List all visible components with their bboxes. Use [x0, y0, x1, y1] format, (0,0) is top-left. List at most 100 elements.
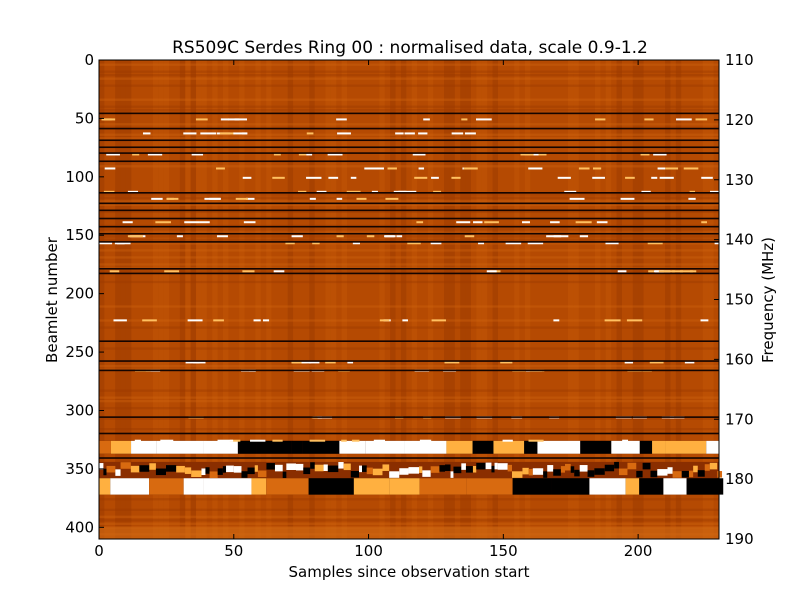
heatmap-speckle: [464, 132, 476, 135]
heatmap-speckle: [234, 118, 248, 121]
heatmap-speckle: [714, 242, 731, 245]
heatmap-speckle: [484, 221, 499, 224]
heatmap-cell: [642, 462, 651, 470]
heatmap-speckle: [104, 167, 116, 170]
heatmap-speckle: [657, 167, 666, 170]
heatmap-cell: [389, 478, 420, 495]
heatmap-speckle: [219, 132, 235, 135]
heatmap-cell: [209, 471, 218, 478]
heatmap-speckle: [463, 167, 478, 170]
heatmap-cell: [254, 465, 258, 472]
heatmap-row-texture: [99, 224, 719, 228]
heatmap-cell: [507, 464, 512, 472]
y-axis-label: Beamlet number: [43, 236, 61, 363]
heatmap-speckle: [461, 118, 468, 121]
heatmap-speckle: [384, 235, 395, 238]
heatmap-column-texture: [476, 60, 482, 539]
heatmap-cell: [237, 440, 257, 454]
heatmap-cell: [256, 440, 292, 454]
heatmap-cell: [466, 478, 513, 495]
heatmap-speckle: [262, 319, 270, 322]
heatmap-speckle: [520, 153, 534, 156]
heatmap-speckle: [622, 439, 629, 442]
heatmap-speckle: [308, 361, 320, 364]
heatmap-speckle: [184, 221, 200, 224]
y-tick-label: 350: [65, 460, 94, 478]
heatmap-speckle: [242, 270, 255, 273]
axis-ticks: 0 50 100 150 200 0 50 100 150 200 250 300 350 400 110 1…: [65, 51, 753, 560]
heatmap-row-texture: [99, 193, 719, 196]
heatmap-cell: [589, 478, 626, 495]
heatmap-row-texture: [99, 63, 719, 66]
heatmap-row-texture: [99, 326, 719, 329]
heatmap-cell: [551, 478, 590, 495]
heatmap-column-texture: [708, 60, 714, 539]
heatmap-speckle: [217, 439, 234, 442]
heatmap-speckle: [605, 242, 619, 245]
heatmap-speckle: [306, 176, 322, 179]
heatmap-row-texture: [99, 515, 719, 518]
heatmap-speckle: [243, 221, 256, 224]
heatmap-row-texture: [99, 508, 719, 511]
heatmap-column-texture: [266, 60, 272, 539]
heatmap-speckle: [113, 319, 127, 322]
heatmap-speckle: [550, 221, 560, 224]
heatmap-speckle: [653, 153, 667, 156]
heatmap-cell: [247, 467, 255, 475]
heatmap-row-texture: [99, 109, 719, 112]
heatmap-column-texture: [638, 60, 644, 539]
heatmap-speckle: [418, 132, 428, 135]
heatmap-speckle: [690, 270, 697, 273]
heatmap-cell: [650, 470, 658, 478]
heatmap-speckle: [651, 176, 658, 179]
heatmap-cell: [353, 478, 390, 495]
heatmap-speckle: [195, 118, 208, 121]
heatmap-speckle: [624, 361, 633, 364]
heatmap-cell: [106, 465, 116, 473]
heatmap-cell: [282, 471, 287, 479]
y-right-tick-label: 160: [725, 350, 754, 368]
heatmap-cell: [274, 464, 283, 472]
x-tick-label: 0: [94, 542, 104, 560]
heatmap-cell: [149, 478, 184, 495]
heatmap-row-texture: [99, 249, 719, 252]
heatmap-dark-row: [99, 127, 719, 130]
heatmap-dark-row: [99, 192, 719, 194]
heatmap-cell: [618, 468, 628, 476]
heatmap-row-texture: [99, 200, 719, 203]
heatmap-cell: [139, 465, 150, 472]
heatmap-cell: [176, 465, 185, 473]
heatmap-column-texture: [309, 60, 315, 539]
heatmap-row-texture: [99, 280, 719, 284]
heatmap-speckle: [404, 190, 417, 193]
heatmap-row-texture: [99, 203, 719, 207]
heatmap-row-texture: [99, 123, 719, 126]
chart-title: RS509C Serdes Ring 00 : normalised data,…: [172, 38, 648, 58]
heatmap-speckle: [679, 270, 693, 273]
heatmap-cell: [627, 462, 637, 470]
heatmap-dark-row: [99, 139, 719, 142]
heatmap-column-texture: [514, 60, 520, 539]
heatmap-speckle: [688, 197, 696, 200]
heatmap-cell: [672, 471, 682, 478]
heatmap-cell: [681, 470, 689, 478]
heatmap-speckle: [710, 190, 720, 193]
heatmap-column-texture: [465, 60, 471, 539]
heatmap-speckle: [364, 167, 379, 170]
heatmap-row-texture: [99, 256, 719, 259]
heatmap-cell: [203, 440, 238, 454]
heatmap-cell: [201, 468, 206, 476]
heatmap-cell: [222, 466, 227, 473]
heatmap-cell: [217, 468, 223, 475]
heatmap-speckle: [291, 235, 303, 238]
heatmap-speckle: [451, 176, 461, 179]
heatmap-cell: [528, 468, 533, 476]
heatmap-cell: [362, 465, 367, 472]
x-axis-label: Samples since observation start: [289, 563, 530, 581]
x-tick-label: 150: [489, 542, 518, 560]
heatmap-speckle: [117, 242, 125, 245]
heatmap-speckle: [649, 361, 664, 364]
heatmap-cell: [251, 478, 267, 495]
heatmap-cell: [205, 467, 210, 474]
